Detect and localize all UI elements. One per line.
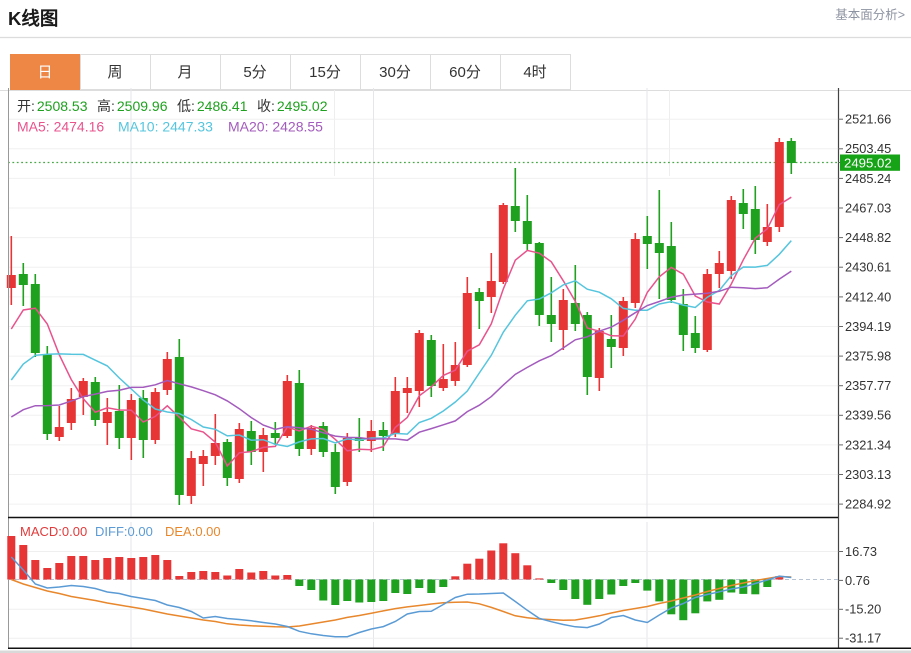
svg-text:2375.98: 2375.98 bbox=[845, 349, 891, 364]
svg-text:2357.77: 2357.77 bbox=[845, 378, 891, 393]
svg-text:月: 月 bbox=[177, 64, 192, 81]
svg-text:2284.92: 2284.92 bbox=[845, 497, 891, 512]
svg-text:2339.56: 2339.56 bbox=[845, 408, 891, 423]
svg-text:MA20: 2428.55: MA20: 2428.55 bbox=[228, 119, 323, 135]
svg-text:基本面分析>: 基本面分析> bbox=[835, 8, 905, 22]
svg-text:2485.24: 2485.24 bbox=[845, 171, 891, 186]
svg-text:MA10: 2447.33: MA10: 2447.33 bbox=[118, 119, 213, 135]
svg-text:2495.02: 2495.02 bbox=[844, 155, 892, 170]
svg-text:日: 日 bbox=[37, 64, 52, 81]
svg-text:2430.61: 2430.61 bbox=[845, 260, 891, 275]
svg-text:-15.20: -15.20 bbox=[845, 602, 881, 617]
svg-text:2303.13: 2303.13 bbox=[845, 467, 891, 482]
svg-text:15分: 15分 bbox=[309, 64, 341, 81]
svg-text:60分: 60分 bbox=[449, 64, 481, 81]
svg-text:MA5: 2474.16: MA5: 2474.16 bbox=[17, 119, 104, 135]
svg-text:2521.66: 2521.66 bbox=[845, 112, 891, 127]
svg-text:30分: 30分 bbox=[379, 64, 411, 81]
svg-text:4时: 4时 bbox=[523, 64, 546, 81]
svg-text:收:2495.02: 收: 2495.02 bbox=[257, 98, 328, 114]
svg-text:DIFF:0.00: DIFF:0.00 bbox=[95, 524, 153, 539]
svg-text:2503.45: 2503.45 bbox=[845, 141, 891, 156]
svg-text:低:2486.41: 低: 2486.41 bbox=[177, 98, 248, 114]
svg-text:周: 周 bbox=[107, 64, 122, 81]
svg-text:2394.19: 2394.19 bbox=[845, 319, 891, 334]
svg-text:2321.34: 2321.34 bbox=[845, 437, 891, 452]
svg-text:2412.40: 2412.40 bbox=[845, 289, 891, 304]
svg-text:0.76: 0.76 bbox=[845, 573, 870, 588]
svg-text:K线图: K线图 bbox=[8, 8, 58, 29]
svg-text:2448.82: 2448.82 bbox=[845, 230, 891, 245]
svg-text:-31.17: -31.17 bbox=[845, 631, 881, 646]
svg-text:5分: 5分 bbox=[243, 64, 266, 81]
svg-text:MACD:0.00: MACD:0.00 bbox=[20, 524, 87, 539]
svg-text:DEA:0.00: DEA:0.00 bbox=[165, 524, 221, 539]
svg-text:2467.03: 2467.03 bbox=[845, 200, 891, 215]
svg-text:高:2509.96: 高: 2509.96 bbox=[97, 98, 168, 114]
svg-text:16.73: 16.73 bbox=[845, 544, 877, 559]
svg-text:开:2508.53: 开: 2508.53 bbox=[17, 98, 88, 114]
